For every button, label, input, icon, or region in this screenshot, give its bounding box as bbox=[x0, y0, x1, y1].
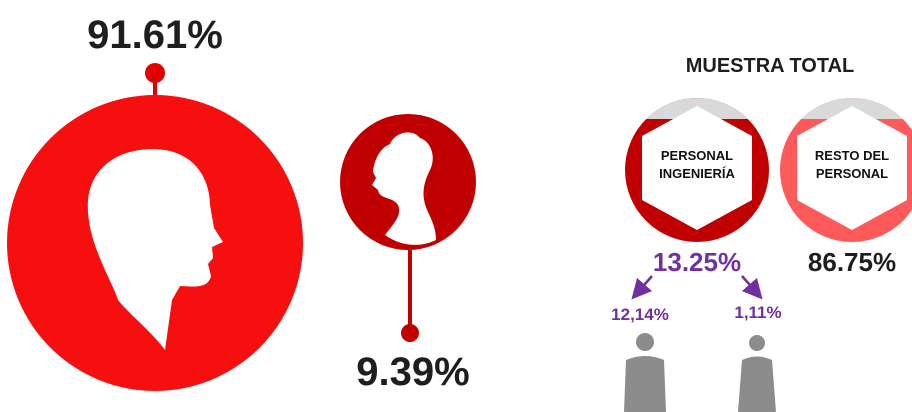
arrow bbox=[631, 275, 653, 300]
hexagon bbox=[797, 106, 907, 230]
female-percent: 9.39% bbox=[356, 350, 469, 394]
group-label: INGENIERÍA bbox=[659, 166, 735, 181]
group-label: RESTO DEL bbox=[815, 148, 889, 163]
arrow bbox=[741, 275, 763, 300]
man-icon bbox=[624, 333, 666, 412]
breakdown-percent: 1,11% bbox=[734, 303, 781, 322]
group-label: PERSONAL bbox=[816, 166, 888, 181]
breakdown-percent: 12,14% bbox=[611, 305, 669, 324]
pin-dot bbox=[145, 63, 165, 83]
group-percent: 86.75% bbox=[808, 247, 896, 277]
male-silhouette bbox=[87, 149, 223, 350]
hexagon bbox=[642, 106, 752, 230]
group-label: PERSONAL bbox=[661, 148, 733, 163]
group-percent: 13.25% bbox=[653, 247, 741, 277]
female-silhouette bbox=[372, 132, 436, 245]
woman-icon bbox=[738, 335, 776, 412]
male-percent: 91.61% bbox=[87, 13, 223, 57]
pin-dot bbox=[401, 324, 419, 342]
section-title: MUESTRA TOTAL bbox=[686, 55, 855, 77]
